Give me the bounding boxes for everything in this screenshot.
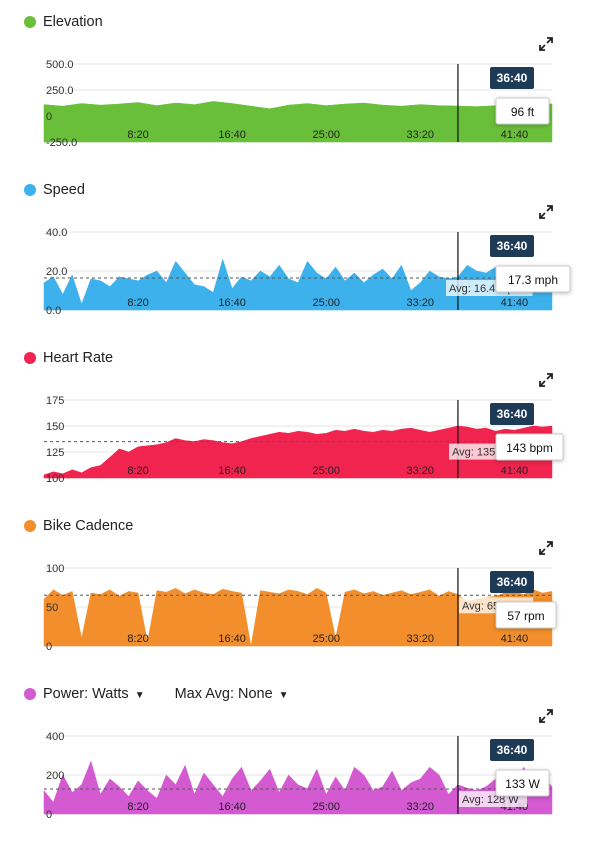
x-tick-label: 25:00 bbox=[312, 633, 340, 645]
y-tick-label: 150 bbox=[46, 421, 64, 433]
heart-rate-title: Heart Rate bbox=[43, 350, 114, 366]
x-tick-label: 33:20 bbox=[407, 129, 435, 141]
y-tick-label: -250.0 bbox=[46, 137, 77, 149]
x-tick-label: 25:00 bbox=[312, 129, 340, 141]
cadence-panel: Bike Cadence 100 50 0 8:20 16:40 25:00 33:20 41… bbox=[0, 516, 589, 656]
power-title: Power: Watts bbox=[43, 686, 129, 702]
cursor-value-text: 57 rpm bbox=[507, 609, 544, 623]
y-tick-label: 40.0 bbox=[46, 227, 67, 239]
cursor-value-text: 143 bpm bbox=[506, 441, 553, 455]
x-tick-label: 33:20 bbox=[407, 465, 435, 477]
x-tick-label: 33:20 bbox=[407, 801, 435, 813]
y-tick-label: 20.0 bbox=[46, 266, 67, 278]
x-tick-label: 41:40 bbox=[501, 297, 529, 309]
heart-rate-panel: Heart Rate 175 150 125 100 8:20 16:40 25:00 33:… bbox=[0, 348, 589, 488]
y-tick-label: 250.0 bbox=[46, 85, 74, 97]
average-label-text: Avg: 128 W bbox=[462, 794, 519, 806]
y-tick-label: 0.0 bbox=[46, 305, 61, 317]
elevation-title: Elevation bbox=[43, 14, 103, 30]
cursor-value-tooltip: 143 bpm bbox=[495, 433, 564, 461]
x-tick-label: 25:00 bbox=[312, 801, 340, 813]
elevation-panel: Elevation 500.0 250.0 0 -250.0 8:20 16:40 25:0… bbox=[0, 12, 589, 152]
expand-arrows-icon[interactable] bbox=[539, 541, 553, 555]
cursor-time-tooltip: 36:40 bbox=[490, 235, 534, 257]
x-tick-label: 33:20 bbox=[407, 297, 435, 309]
cursor-value-text: 17.3 mph bbox=[508, 273, 558, 287]
expand-arrows-icon[interactable] bbox=[539, 709, 553, 723]
max-avg-label: Max Avg: None bbox=[174, 686, 273, 702]
x-tick-label: 33:20 bbox=[407, 633, 435, 645]
cursor-time-tooltip: 36:40 bbox=[490, 67, 534, 89]
cadence-area-series bbox=[43, 588, 553, 647]
heart-area-series bbox=[43, 425, 553, 479]
cursor-time-text: 36:40 bbox=[497, 407, 528, 421]
x-tick-label: 25:00 bbox=[312, 465, 340, 477]
cursor-value-tooltip: 17.3 mph bbox=[495, 265, 571, 293]
y-tick-label: 100 bbox=[46, 473, 64, 485]
expand-arrows-icon[interactable] bbox=[539, 37, 553, 51]
max-avg-dropdown[interactable]: Max Avg: None ▼ bbox=[175, 686, 289, 702]
caret-down-icon: ▼ bbox=[278, 690, 289, 701]
y-tick-label: 0 bbox=[46, 111, 52, 123]
x-tick-label: 8:20 bbox=[127, 129, 148, 141]
cursor-time-tooltip: 36:40 bbox=[490, 739, 534, 761]
cursor-time-tooltip: 36:40 bbox=[490, 403, 534, 425]
y-tick-label: 50 bbox=[46, 602, 58, 614]
cursor-time-tooltip: 36:40 bbox=[490, 571, 534, 593]
elevation-chart: 500.0 250.0 0 -250.0 8:20 16:40 25:00 33:20 41:4… bbox=[43, 59, 553, 149]
speed-title: Speed bbox=[43, 182, 85, 198]
speed-chart: 40.020.00.08:20 16:40 25:00 33:20 41:40Avg: … bbox=[43, 227, 571, 317]
x-tick-label: 41:40 bbox=[501, 633, 529, 645]
power-area-series bbox=[43, 760, 553, 815]
cursor-value-tooltip: 57 rpm bbox=[495, 601, 557, 629]
power-panel: Power: Watts ▼ Max Avg: None ▼ 400 200 0 8:20… bbox=[0, 684, 589, 824]
cursor-value-text: 133 W bbox=[505, 777, 540, 791]
x-tick-label: 16:40 bbox=[218, 129, 246, 141]
x-tick-label: 16:40 bbox=[218, 633, 246, 645]
cursor-time-text: 36:40 bbox=[497, 71, 528, 85]
x-tick-label: 25:00 bbox=[312, 297, 340, 309]
elevation-legend-dot bbox=[24, 16, 36, 28]
power-metric-dropdown[interactable]: Power: Watts ▼ bbox=[43, 686, 145, 702]
speed-panel: Speed 40.0 20.0 0.0 8:20 16:40 25:00 33:20 41:4… bbox=[0, 180, 589, 320]
y-tick-label: 175 bbox=[46, 395, 64, 407]
y-tick-label: 200 bbox=[46, 770, 64, 782]
x-tick-label: 41:40 bbox=[501, 129, 529, 141]
x-tick-label: 8:20 bbox=[127, 465, 148, 477]
caret-down-icon: ▼ bbox=[134, 690, 145, 701]
y-tick-label: 400 bbox=[46, 731, 64, 743]
x-tick-label: 41:40 bbox=[501, 465, 529, 477]
y-tick-label: 125 bbox=[46, 447, 64, 459]
x-tick-label: 8:20 bbox=[127, 801, 148, 813]
x-tick-label: 16:40 bbox=[218, 801, 246, 813]
cursor-value-text: 96 ft bbox=[511, 105, 535, 119]
cursor-time-text: 36:40 bbox=[497, 239, 528, 253]
expand-arrows-icon[interactable] bbox=[539, 373, 553, 387]
cadence-title: Bike Cadence bbox=[43, 518, 134, 534]
x-tick-label: 16:40 bbox=[218, 465, 246, 477]
cursor-value-tooltip: 133 W bbox=[495, 769, 550, 797]
power-legend-dot bbox=[24, 688, 36, 700]
x-tick-label: 8:20 bbox=[127, 633, 148, 645]
speed-legend-dot bbox=[24, 184, 36, 196]
expand-arrows-icon[interactable] bbox=[539, 205, 553, 219]
cursor-time-text: 36:40 bbox=[497, 575, 528, 589]
cursor-time-text: 36:40 bbox=[497, 743, 528, 757]
y-tick-label: 500.0 bbox=[46, 59, 74, 71]
x-tick-label: 8:20 bbox=[127, 297, 148, 309]
cursor-value-tooltip: 96 ft bbox=[495, 97, 550, 125]
y-tick-label: 100 bbox=[46, 563, 64, 575]
elevation-area-series bbox=[43, 101, 553, 143]
heart-rate-legend-dot bbox=[24, 352, 36, 364]
y-tick-label: 0 bbox=[46, 809, 52, 821]
x-tick-label: 16:40 bbox=[218, 297, 246, 309]
cadence-legend-dot bbox=[24, 520, 36, 532]
y-tick-label: 0 bbox=[46, 641, 52, 653]
